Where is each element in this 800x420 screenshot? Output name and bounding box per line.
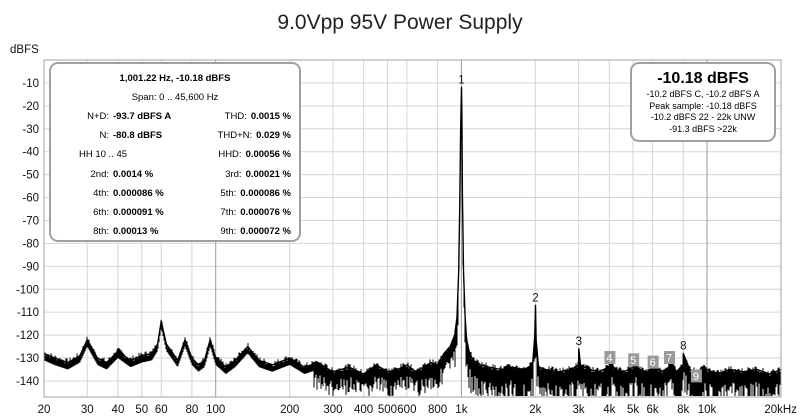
chart-title: 9.0Vpp 95V Power Supply — [277, 11, 523, 34]
stats-row: 6th: 0.000091 % 7th: 0.000076 % — [59, 203, 291, 222]
hh-range: HH 10 .. 45 — [78, 149, 128, 161]
y-tick-label: -30 — [22, 124, 39, 136]
x-tick-label: 5k — [627, 404, 639, 416]
stats-label: 9th: — [220, 226, 237, 238]
stats-value: 0.000091 % — [113, 206, 164, 218]
x-tick-label: 60 — [155, 404, 168, 416]
y-tick-label: -70 — [22, 215, 39, 227]
stats-value: 0.0014 % — [113, 168, 154, 180]
stats-value: 0.000076 % — [240, 206, 291, 218]
x-axis-ticks: 20 30 40 50 60 80 100 200 300 400 500 600 800 1k 2k 3k 4… — [38, 404, 798, 416]
level-panel: -10.18 dBFS -10.2 dBFS C, -10.2 dBFS A P… — [630, 62, 776, 142]
stats-value: 0.029 % — [256, 130, 291, 142]
y-tick-label: -10 — [22, 78, 39, 90]
x-tick-label: 50 — [135, 404, 148, 416]
harmonic-marker: 9 — [693, 371, 699, 383]
x-tick-label: 10k — [698, 404, 717, 416]
y-tick-label: -80 — [22, 238, 39, 250]
x-tick-label: 600 — [397, 404, 416, 416]
stats-label: 2nd: — [90, 168, 110, 180]
y-tick-label: -40 — [22, 147, 39, 159]
y-tick-label: -90 — [22, 261, 39, 273]
level-value: -10.18 dBFS — [657, 70, 749, 87]
stats-label: THD: — [224, 111, 247, 122]
x-tick-label: 800 — [428, 404, 447, 416]
x-tick-label: 8k — [677, 404, 689, 416]
harmonic-marker: 1 — [458, 75, 464, 87]
stats-value: -93.7 dBFS A — [113, 111, 172, 122]
y-tick-label: -60 — [22, 193, 39, 205]
x-tick-label: 40 — [112, 404, 125, 416]
level-line: -10.2 dBFS 22 - 22k UNW — [650, 112, 756, 122]
x-tick-label: 1k — [455, 404, 467, 416]
stats-row: N: -80.8 dBFS THD+N: 0.029 % — [59, 126, 292, 145]
stats-label: N: — [99, 130, 110, 142]
stats-label: 4th: — [93, 187, 109, 199]
x-tick-label: 20 — [38, 404, 51, 416]
level-line: -91.3 dBFS >22k — [669, 123, 737, 134]
stats-value: 0.000072 % — [240, 226, 291, 238]
x-tick-label: 200 — [280, 404, 299, 416]
x-tick-label: 20kHz — [764, 404, 797, 416]
x-tick-label: 30 — [81, 404, 94, 416]
harmonic-marker: 3 — [576, 336, 582, 348]
stats-row: 2nd: 0.0014 % 3rd: 0.00021 % — [59, 165, 292, 184]
x-tick-label: 300 — [323, 404, 342, 416]
marker-bg — [690, 369, 702, 383]
stats-label: 3rd: — [225, 168, 242, 180]
y-axis-ticks: -10 -20 -30 -40 -50 -60 -70 -80 -90 -100 -110 -120 -… — [16, 78, 39, 388]
x-tick-label: 100 — [206, 404, 225, 416]
y-tick-label: -140 — [16, 376, 39, 388]
x-tick-label: 80 — [186, 404, 199, 416]
marker-bg — [647, 355, 659, 369]
stats-header: 1,001.22 Hz, -10.18 dBFS — [119, 73, 231, 84]
x-tick-label: 3k — [573, 404, 585, 416]
marker-bg — [628, 353, 640, 367]
statistics-panel: 1,001.22 Hz, -10.18 dBFS Span: 0 .. 45,6… — [49, 62, 301, 242]
stats-value: -80.8 dBFS — [113, 130, 163, 142]
stats-value: 0.00013 % — [113, 226, 159, 238]
harmonic-markers: 1 2 3 4 5 6 78 9 — [458, 75, 702, 383]
stats-label: 6th: — [93, 206, 109, 218]
stats-label: THD+N: — [217, 130, 253, 142]
level-line: Peak sample: -10.18 dBFS — [649, 100, 757, 111]
stats-label: HHD: — [218, 149, 242, 161]
stats-value: 0.00056 % — [245, 149, 291, 161]
x-tick-label: 2k — [529, 404, 541, 416]
harmonic-marker: 8 — [680, 340, 686, 352]
y-axis-unit: dBFS — [10, 44, 39, 56]
harmonic-marker: 4 — [606, 353, 612, 365]
stats-row: 8th: 0.00013 % 9th: 0.000072 % — [59, 222, 291, 241]
x-tick-label: 6k — [646, 404, 658, 416]
y-tick-label: -100 — [16, 284, 39, 296]
marker-bg — [664, 351, 676, 365]
stats-label: 5th: — [220, 187, 237, 199]
stats-row: HH 10 .. 45 HHD: 0.00056 % — [59, 145, 291, 164]
harmonic-marker: 5 — [630, 355, 636, 367]
stats-row: N+D: -93.7 dBFS A THD: 0.0015 % — [59, 107, 291, 126]
y-tick-label: -110 — [17, 307, 39, 319]
x-tick-label: 400 — [354, 404, 373, 416]
y-tick-label: -120 — [16, 330, 39, 342]
stats-label: 7th: — [220, 206, 237, 218]
harmonic-marker: 2 — [532, 292, 538, 304]
marker-bg — [604, 351, 616, 365]
stats-row: 4th: 0.000086 % 5th: 0.000086 % — [59, 184, 291, 203]
stats-value: 0.00021 % — [245, 168, 291, 180]
y-tick-label: -50 — [22, 170, 39, 182]
y-tick-label: -20 — [22, 101, 39, 113]
y-tick-label: -130 — [16, 353, 39, 365]
stats-label: N+D: — [87, 111, 109, 122]
harmonic-marker: 6 — [650, 357, 656, 369]
x-tick-label: 4k — [603, 404, 615, 416]
stats-value: 0.000086 % — [113, 187, 164, 199]
x-tick-label: 500 — [378, 404, 397, 416]
plot-frame — [43, 59, 782, 398]
stats-span: Span: 0 .. 45,600 Hz — [131, 92, 219, 103]
stats-value: 0.0015 % — [250, 111, 291, 122]
stats-value: 0.000086 % — [240, 187, 291, 199]
stats-label: 8th: — [93, 226, 109, 238]
harmonic-marker: 7 — [666, 353, 672, 365]
level-line: -10.2 dBFS C, -10.2 dBFS A — [646, 89, 760, 99]
